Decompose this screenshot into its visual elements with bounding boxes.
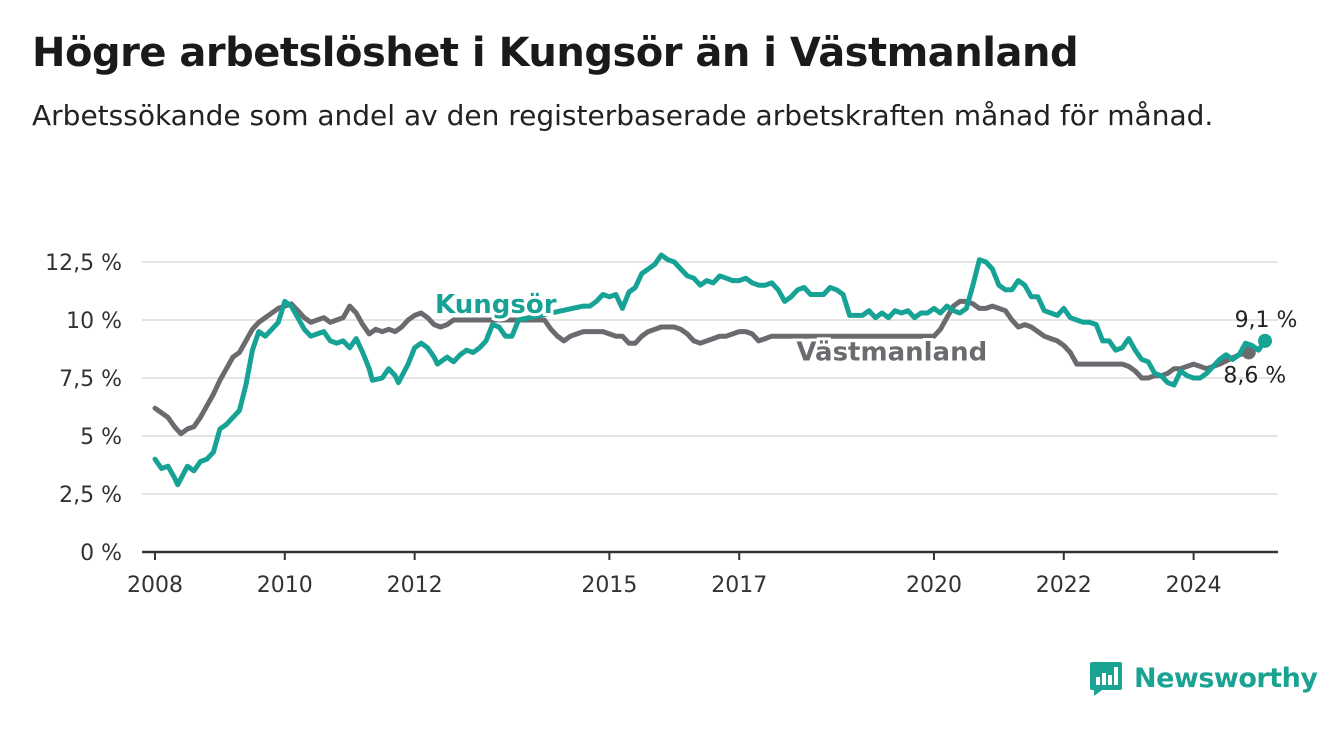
series-line-västmanland	[152, 298, 1252, 437]
y-tick-label: 7,5 %	[59, 367, 122, 392]
brand-name: Newsworthy	[1134, 662, 1318, 694]
end-label-vastmanland: 8,6 %	[1223, 363, 1286, 388]
x-tick-label: 2024	[1166, 573, 1222, 598]
series-labels: Kungsör Västmanland 9,1 % 8,6 %	[432, 287, 1298, 388]
y-tick-label: 12,5 %	[45, 251, 122, 276]
series-end-point	[1258, 333, 1273, 348]
y-tick-label: 5 %	[80, 425, 122, 450]
x-axis-ticks: 2008 2010 2012 2015 2017 2020 2022 2024	[127, 552, 1222, 598]
newsworthy-logo-icon	[1090, 662, 1122, 696]
x-tick-label: 2010	[257, 573, 313, 598]
series-end-point	[1241, 345, 1256, 360]
end-label-kungsor: 9,1 %	[1235, 308, 1298, 333]
x-tick-label: 2012	[387, 573, 443, 598]
y-axis-ticks: 0 % 2,5 % 5 % 7,5 % 10 % 12,5 %	[45, 251, 122, 566]
series-label-kungsor: Kungsör	[435, 290, 557, 320]
x-tick-label: 2022	[1036, 573, 1092, 598]
chart-title: Högre arbetslöshet i Kungsör än i Västma…	[32, 30, 1079, 76]
series-lines	[152, 252, 1273, 488]
series-label-vastmanland: Västmanland	[796, 338, 987, 368]
y-tick-label: 10 %	[66, 309, 122, 334]
y-tick-label: 0 %	[80, 541, 122, 566]
x-tick-label: 2020	[906, 573, 962, 598]
series-line-kungsör	[152, 252, 1268, 488]
line-chart: 0 %2,5 %5 %7,5 %10 %12,5 % 2008 2010 2012 2…	[45, 251, 1298, 598]
chart-subtitle: Arbetssökande som andel av den registerb…	[32, 99, 1214, 132]
brand-logo: Newsworthy	[1088, 660, 1318, 696]
x-tick-label: 2008	[127, 573, 183, 598]
grid-lines	[142, 261, 1278, 554]
x-tick-label: 2017	[711, 573, 767, 598]
y-tick-label: 2,5 %	[59, 483, 122, 508]
x-tick-label: 2015	[581, 573, 637, 598]
